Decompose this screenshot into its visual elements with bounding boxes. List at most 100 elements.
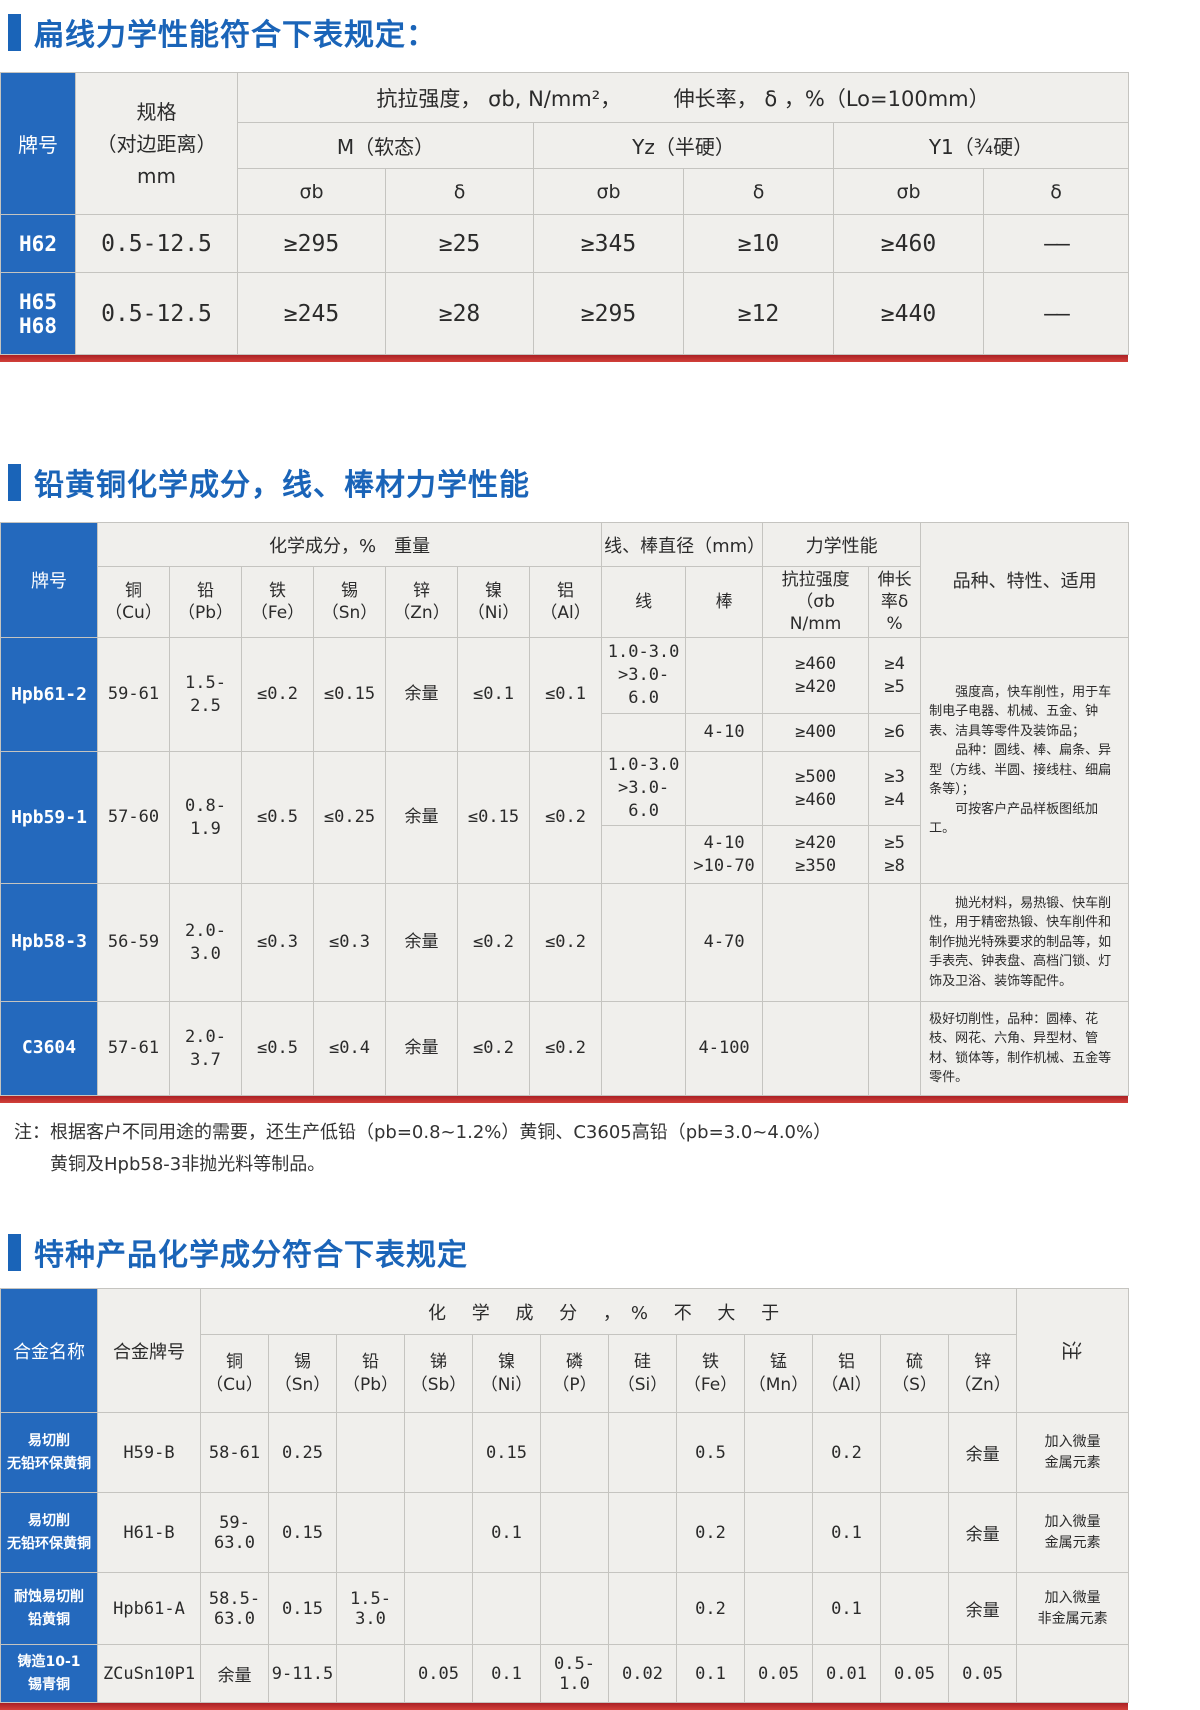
note-col-cell: 加入微量 金属元素 [1016,1412,1130,1494]
element-header-cell: 锡 （Sn） [268,1334,337,1414]
table-row: 易切削 无铅环保黄铜 H61-B 59-63.0 0.15 0.1 0.2 0.… [0,1492,1130,1574]
value-cell [880,1572,949,1646]
chem-value-cell: 余量 [385,883,458,1003]
chem-value-cell: ≤0.2 [457,883,530,1003]
sigma-header-cell: σb [533,168,684,215]
note-col-cell: 加入微量 非金属元素 [1016,1572,1130,1646]
lead-brass-composition-table: 牌号 化学成分，% 重量 线、棒直径（mm） 力学性能 品种、特性、适用 铜 （… [0,521,1130,1097]
chem-value-cell: ≤0.15 [313,637,386,753]
value-cell: 58-61 [200,1412,269,1494]
element-header-cell: 铝 （Al） [528,565,603,639]
value-cell [404,1412,473,1494]
temper-y1-header-cell: Y1（¾硬） [832,122,1130,169]
element-header-cell: 铅 （Pb） [169,565,242,639]
section3-title-text: 特种产品化学成分符合下表规定 [34,1238,468,1274]
element-header-cell: 镍 （Ni） [472,1334,541,1414]
title-bar-icon [8,13,21,51]
spec-header-cell: 规格 （对边距离） mm [75,72,238,215]
wire-dia-cell [601,825,687,885]
table-row: Hpb59-1 57-60 0.8-1.9 ≤0.5 ≤0.25 余量 ≤0.1… [0,751,1129,885]
value-cell [336,1412,405,1494]
title-bar-icon [8,1233,21,1271]
tensile-header-cell: 抗拉强度（σb N/mm [762,565,870,639]
element-header-cell: 锌 （Zn） [385,565,458,639]
wire-dia-cell [601,713,687,753]
chem-value-cell: 2.0-3.7 [169,1001,242,1097]
value-cell: 余量 [947,1492,1018,1574]
alloy-grade-cell: Hpb61-A [97,1572,201,1646]
sigma-header-cell: σb [237,168,386,215]
chem-value-cell: ≤0.4 [313,1001,386,1097]
chem-value-cell: 0.8-1.9 [169,751,242,885]
section3-title: 特种产品化学成分符合下表规定 [0,1230,1200,1274]
chem-value-cell: ≤0.5 [241,1001,314,1097]
value-cell [472,1572,541,1646]
value-cell: 0.05 [404,1644,473,1704]
flat-wire-properties-table: 牌号 规格 （对边距离） mm 抗拉强度， σb, N/mm²， 伸长率， δ … [0,72,1130,355]
chem-value-cell: ≤0.3 [313,883,386,1003]
value-cell: 0.15 [268,1492,337,1574]
value-cell: ≥295 [237,214,386,273]
strength-elongation-header-cell: 抗拉强度， σb, N/mm²， 伸长率， δ ，%（Lo=100mm） [236,72,1130,123]
value-cell: 余量 [200,1644,269,1704]
value-cell [608,1572,677,1646]
variety-feature-header-cell: 品种、特性、适用 [920,521,1130,639]
alloy-grade-header-cell: 合金牌号 [97,1288,201,1414]
grade-cell: Hpb59-1 [0,751,98,885]
table-row: 4-10 ≥400 ≥6 [1,713,1129,753]
value-cell: ≥25 [385,214,534,273]
chem-value-cell: ≤0.2 [528,883,603,1003]
element-header-cell: 铁 （Fe） [241,565,314,639]
value-cell: ≥295 [533,272,684,355]
element-header-cell: 锡 （Sn） [313,565,386,639]
value-cell: ≥440 [833,272,984,355]
chem-value-cell: ≤0.3 [241,883,314,1003]
value-cell: 0.1 [812,1492,881,1574]
value-cell: 0.1 [472,1644,541,1704]
elongation-header-cell: 伸长率δ % [868,565,922,639]
value-cell: ≥28 [385,272,534,355]
element-header-cell: 铅 （Pb） [336,1334,405,1414]
grade-cell: Hpb58-3 [0,883,98,1003]
value-cell [404,1492,473,1574]
table-row: C3604 57-61 2.0-3.7 ≤0.5 ≤0.4 余量 ≤0.2 ≤0… [0,1001,1130,1097]
value-cell [608,1492,677,1574]
chem-value-cell: 57-60 [97,751,170,885]
value-cell [336,1492,405,1574]
tensile-cell [762,883,870,1003]
tensile-cell: ≥500 ≥460 [762,751,870,827]
red-divider-line [0,355,1128,362]
section1-title: 扁线力学性能符合下表规定： [0,10,1200,54]
wire-dia-cell: 1.0-3.0 >3.0-6.0 [601,637,687,715]
elongation-cell: ≥5 ≥8 [868,825,922,885]
value-cell: ≥460 [833,214,984,273]
chem-value-cell: ≤0.2 [457,1001,530,1097]
chem-value-cell: 56-59 [97,883,170,1003]
red-divider-line [0,1703,1128,1710]
table-row: 耐蚀易切削 铅黄铜 Hpb61-A 58.5-63.0 0.15 1.5-3.0… [0,1572,1130,1646]
grade-cell: C3604 [0,1001,98,1097]
element-header-cell: 铜 （Cu） [97,565,170,639]
value-cell [880,1492,949,1574]
alloy-name-header-cell: 合金名称 [0,1288,98,1414]
value-cell: 0.05 [744,1644,813,1704]
value-cell: 0.2 [812,1412,881,1494]
chem-value-cell: ≤0.25 [313,751,386,885]
value-cell: 1.5-3.0 [336,1572,405,1646]
special-products-composition-table: 合金名称 合金牌号 化 学 成 分 ，% 不 大 于 注 铜 （Cu） 锡 （S… [0,1288,1130,1704]
rod-dia-cell: 4-100 [685,1001,764,1097]
note-col-cell [1016,1644,1130,1704]
elongation-cell [868,1001,922,1097]
delta-header-cell: δ [982,168,1130,215]
element-header-cell: 铜 （Cu） [200,1334,269,1414]
tensile-cell: ≥420 ≥350 [762,825,870,885]
chem-value-cell: ≤0.1 [457,637,530,753]
diameter-header-cell: 线、棒直径（mm） [601,522,765,567]
value-cell [404,1572,473,1646]
alloy-name-cell: 耐蚀易切削 铅黄铜 [0,1572,98,1646]
table-row: 4-10 >10-70 ≥420 ≥350 ≥5 ≥8 [1,825,1129,885]
spec-cell: 0.5-12.5 [75,214,238,273]
grade-cell: H62 [0,214,76,273]
chem-value-cell: ≤0.5 [241,751,314,885]
